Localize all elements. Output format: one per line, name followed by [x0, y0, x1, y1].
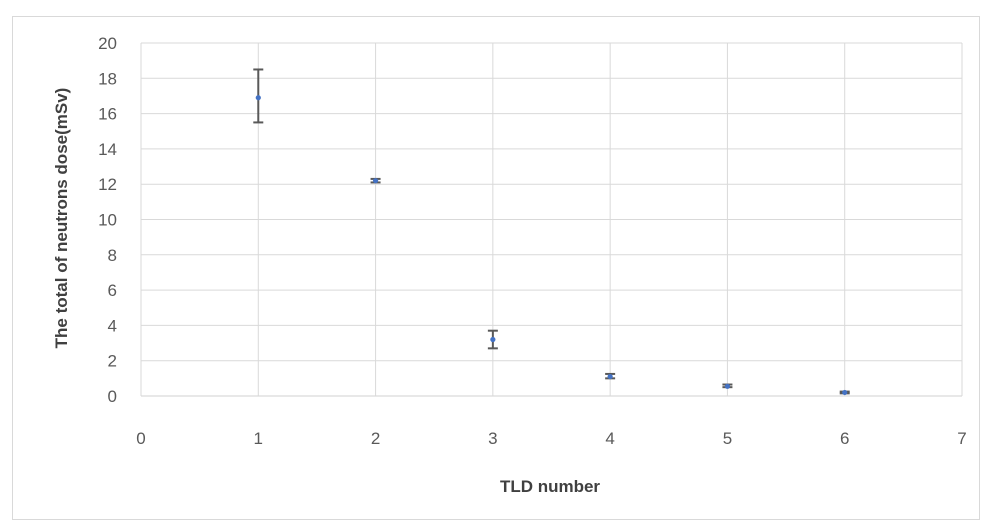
y-tick-label: 8: [108, 246, 117, 265]
data-point: [372, 178, 379, 184]
data-point: [724, 383, 731, 389]
data-point: [255, 95, 261, 101]
data-point: [490, 336, 496, 343]
x-tick-label: 3: [488, 429, 497, 448]
x-tick-label: 2: [371, 429, 380, 448]
y-tick-label: 0: [108, 387, 117, 406]
y-tick-label: 12: [98, 175, 117, 194]
y-axis-title: The total of neutrons dose(mSv): [52, 88, 71, 349]
y-tick-label: 10: [98, 211, 117, 230]
x-tick-label: 5: [723, 429, 732, 448]
y-tick-label: 20: [98, 34, 117, 53]
data-series: [253, 68, 850, 396]
x-tick-label: 4: [605, 429, 614, 448]
y-tick-label: 4: [108, 316, 117, 335]
x-tick-label: 1: [254, 429, 263, 448]
y-tick-label: 16: [98, 105, 117, 124]
y-tick-label: 14: [98, 140, 117, 159]
y-tick-label: 6: [108, 281, 117, 300]
x-tick-label: 6: [840, 429, 849, 448]
y-tick-label: 18: [98, 69, 117, 88]
y-tick-labels: 0 2 4 6 8 10 12 14 16 18 20: [98, 34, 117, 406]
data-point: [842, 389, 848, 396]
x-axis-title: TLD number: [500, 477, 600, 496]
x-tick-label: 7: [957, 429, 966, 448]
chart-frame: [12, 16, 980, 520]
x-tick-labels: 0 1 2 3 4 5 6 7: [136, 429, 966, 448]
data-point: [607, 373, 613, 380]
y-tick-label: 2: [108, 352, 117, 371]
x-tick-label: 0: [136, 429, 145, 448]
grid: [140, 42, 963, 396]
